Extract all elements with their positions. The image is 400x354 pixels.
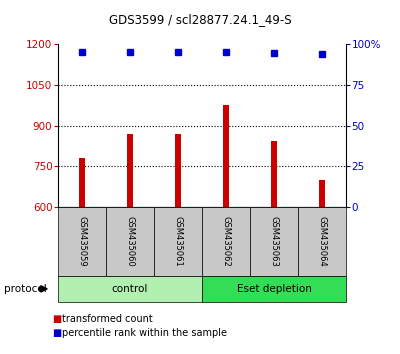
Text: GSM435059: GSM435059: [78, 216, 86, 267]
Bar: [127, 135, 133, 207]
Text: GSM435062: GSM435062: [222, 216, 230, 267]
Text: GSM435063: GSM435063: [270, 216, 278, 267]
Bar: [175, 134, 181, 207]
Text: GSM435060: GSM435060: [126, 216, 134, 267]
Text: GSM435061: GSM435061: [174, 216, 182, 267]
Bar: [319, 180, 325, 207]
Text: Eset depletion: Eset depletion: [236, 284, 312, 294]
Text: ■: ■: [52, 314, 61, 324]
Text: GSM435064: GSM435064: [318, 216, 326, 267]
Bar: [271, 141, 277, 207]
Text: protocol: protocol: [4, 284, 47, 294]
Text: control: control: [112, 284, 148, 294]
Bar: [223, 105, 229, 207]
Text: percentile rank within the sample: percentile rank within the sample: [62, 328, 227, 338]
Bar: [79, 158, 85, 207]
Text: ■: ■: [52, 328, 61, 338]
Text: transformed count: transformed count: [62, 314, 153, 324]
Text: GDS3599 / scl28877.24.1_49-S: GDS3599 / scl28877.24.1_49-S: [109, 13, 291, 26]
